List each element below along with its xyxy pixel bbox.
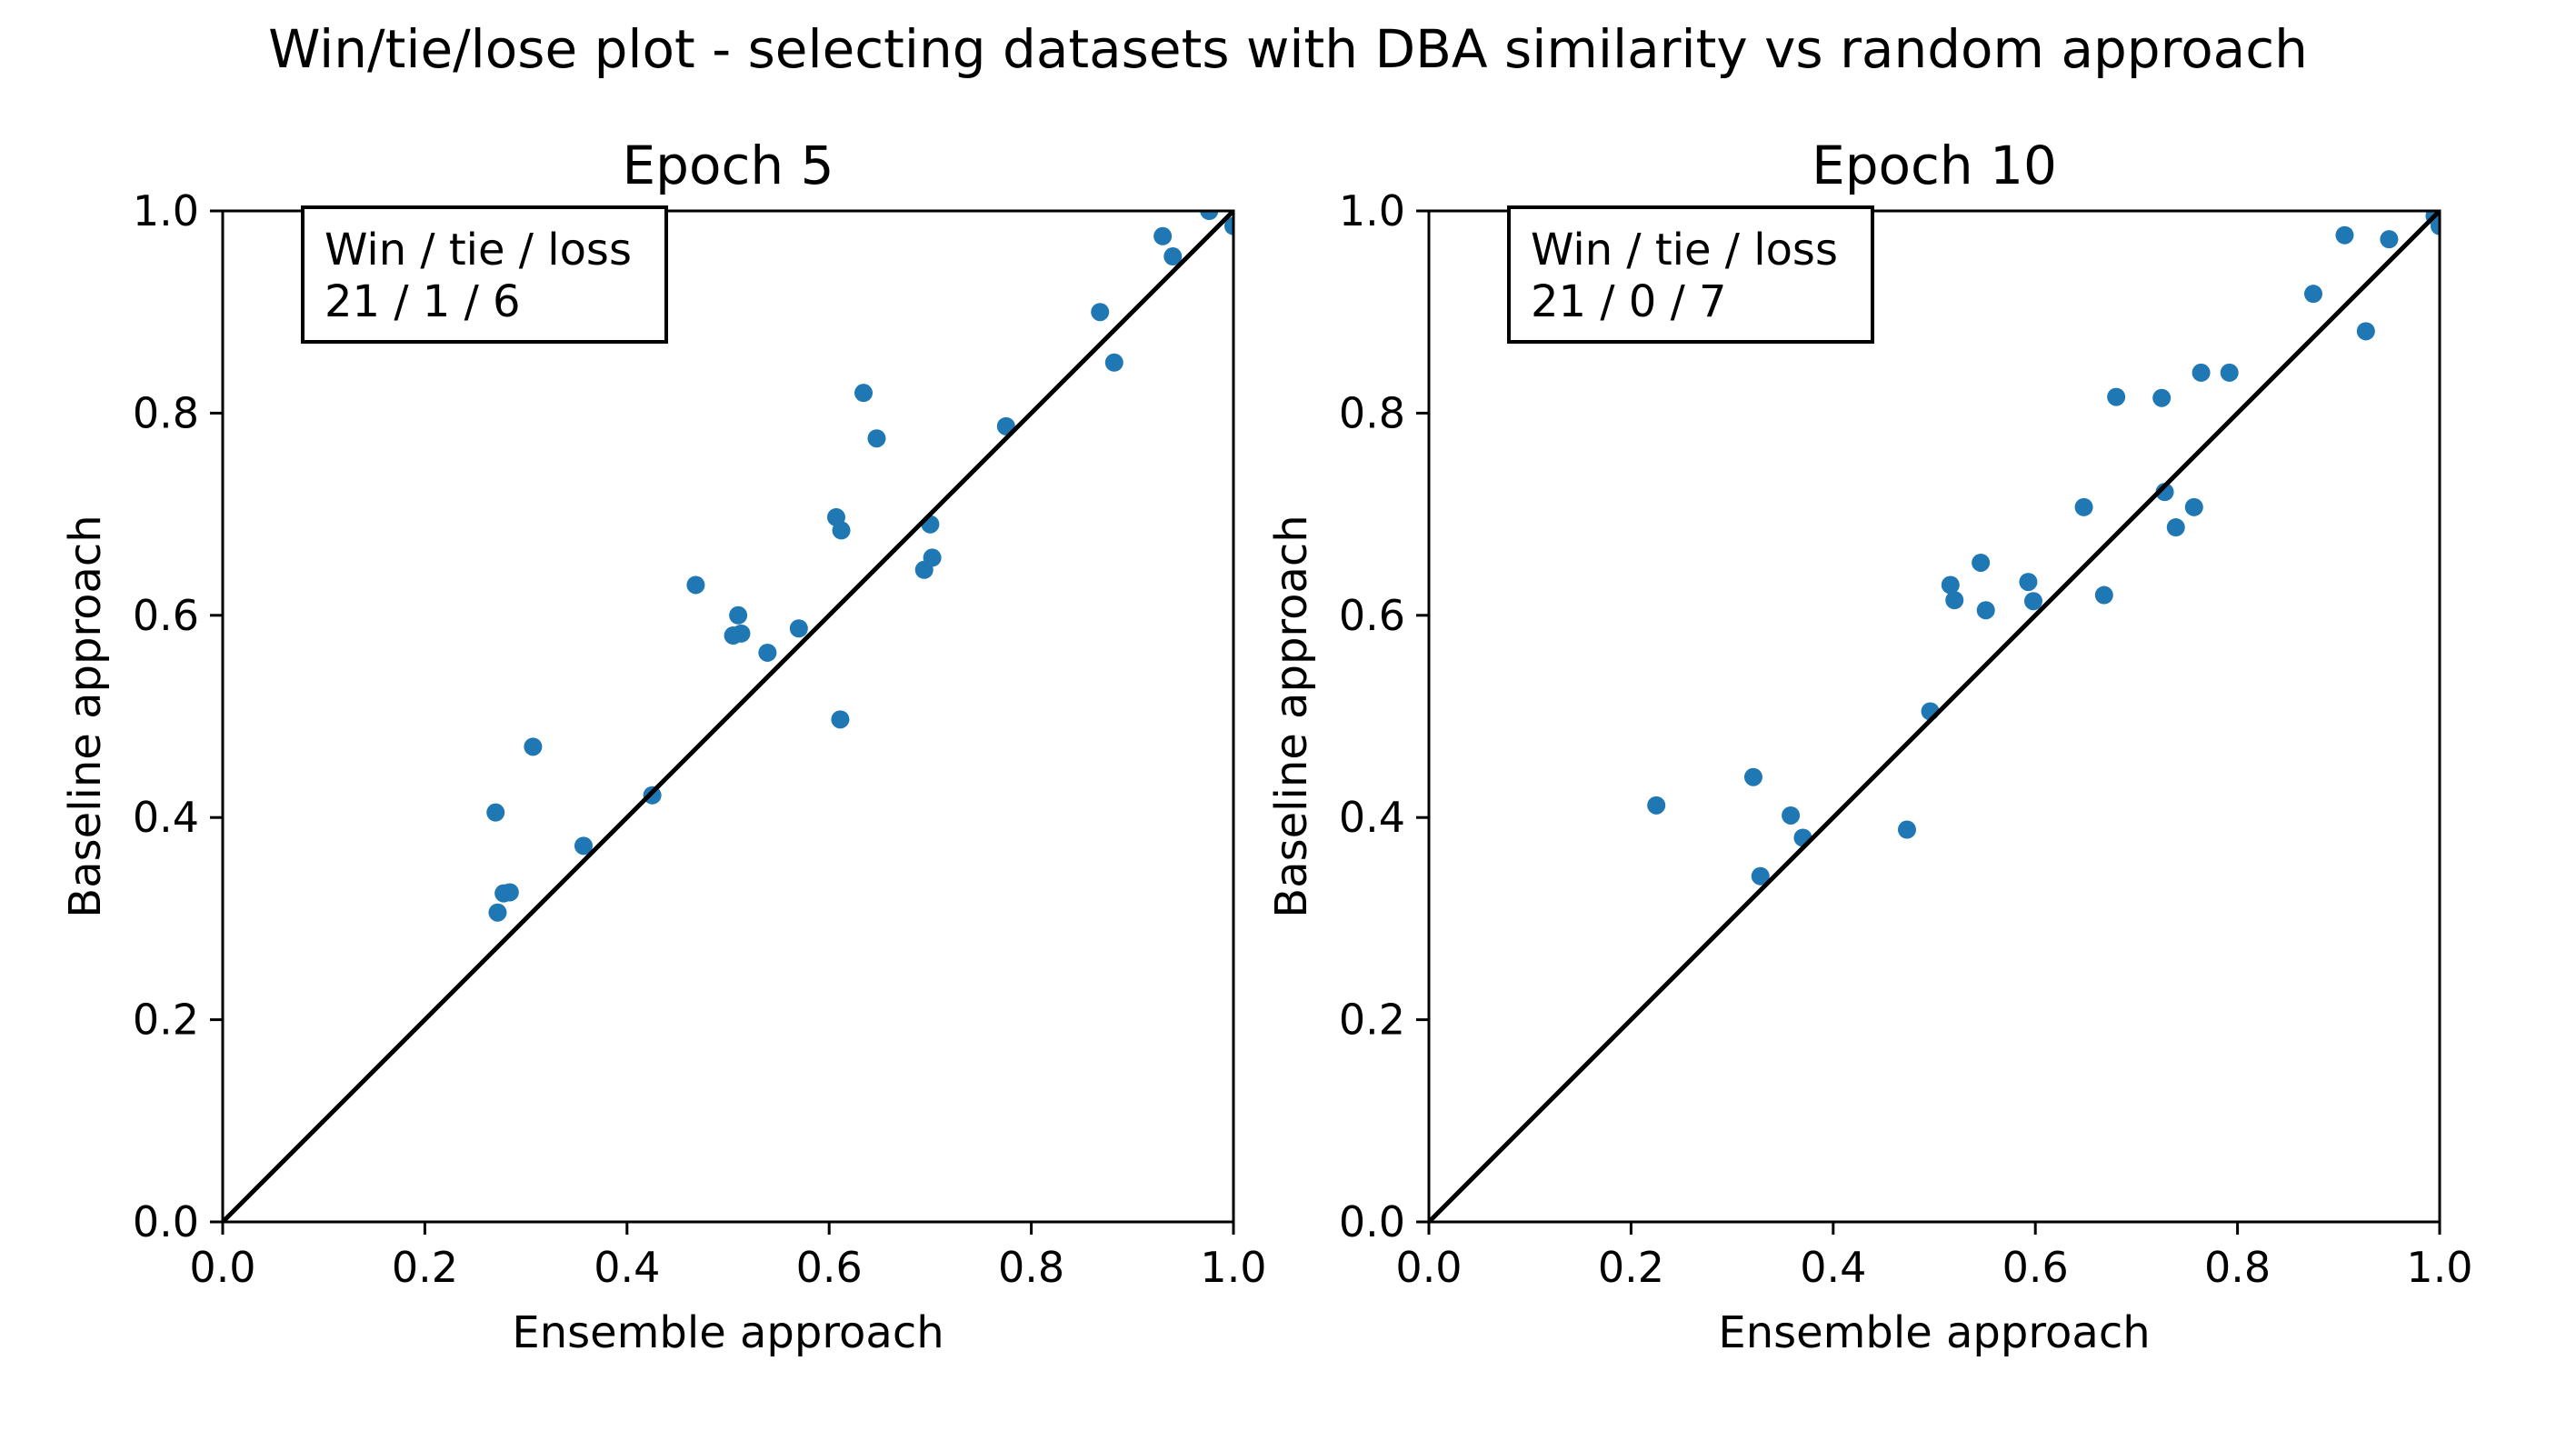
x-tick-label: 0.6 [796, 1243, 863, 1292]
data-point [2431, 216, 2440, 235]
x-tick-label: 1.0 [2406, 1243, 2472, 1292]
y-tick-label: 0.4 [1339, 793, 1405, 842]
data-point [2192, 363, 2211, 382]
x-tick-label: 0.8 [2204, 1243, 2271, 1292]
data-point [1897, 820, 1916, 839]
data-point [732, 624, 751, 643]
x-tick-label: 1.0 [1200, 1243, 1266, 1292]
data-point [789, 619, 808, 638]
x-tick-label: 0.2 [392, 1243, 458, 1292]
y-tick-label: 0.4 [133, 793, 199, 842]
plot-frame [1427, 209, 2441, 1224]
y-tick-label: 0.0 [133, 1197, 199, 1246]
data-point [1153, 226, 1173, 245]
y-tick-label: 0.6 [1339, 591, 1405, 640]
data-point [500, 883, 519, 902]
y-tick-label: 0.8 [133, 388, 199, 437]
panel-title: Epoch 10 [1812, 135, 2057, 196]
data-point [1091, 303, 1110, 322]
x-tick-label: 0.0 [189, 1243, 255, 1292]
data-point [1104, 353, 1123, 372]
data-point [2220, 363, 2239, 382]
x-axis-label: Ensemble approach [512, 1307, 944, 1358]
y-tick-label: 0.2 [1339, 996, 1405, 1045]
data-point [574, 836, 593, 856]
annotation-counts: 21 / 1 / 6 [324, 276, 521, 327]
panel-title: Epoch 5 [623, 135, 834, 196]
plot-area [223, 211, 1233, 1222]
annotation-box [301, 205, 668, 344]
data-point [2019, 573, 2038, 592]
data-point [1782, 806, 1801, 825]
data-point [2023, 592, 2042, 611]
x-tick-label: 0.2 [1598, 1243, 1664, 1292]
y-tick-label: 0.0 [1339, 1197, 1405, 1246]
x-tick-label: 0.4 [1800, 1243, 1866, 1292]
annotation-counts: 21 / 0 / 7 [1531, 276, 1727, 327]
data-point [2152, 388, 2172, 407]
plot-area [1429, 211, 2440, 1222]
data-point [1941, 575, 1960, 595]
data-point [1200, 211, 1219, 220]
data-point [729, 605, 748, 625]
figure-title: Win/tie/lose plot - selecting datasets w… [268, 18, 2308, 80]
data-point [1224, 216, 1233, 235]
y-tick-label: 0.6 [133, 591, 199, 640]
data-point [486, 803, 505, 822]
data-point [2094, 585, 2113, 605]
x-axis-label: Ensemble approach [1718, 1307, 2150, 1358]
data-point [854, 384, 874, 403]
data-point [2107, 387, 2126, 406]
y-tick-label: 1.0 [1339, 186, 1405, 235]
data-point [1972, 553, 1991, 572]
x-tick-label: 0.6 [2002, 1243, 2069, 1292]
annotation-title: Win / tie / loss [324, 225, 632, 275]
data-point [2380, 230, 2399, 249]
y-axis-label: Baseline approach [1266, 515, 1317, 917]
data-point [758, 643, 777, 662]
data-point [1163, 247, 1183, 266]
data-point [488, 903, 507, 922]
data-point [1751, 866, 1770, 886]
y-tick-label: 0.8 [1339, 388, 1405, 437]
data-point [686, 575, 705, 595]
data-point [923, 548, 942, 567]
data-point [2335, 225, 2354, 245]
chart-panel-1: Epoch 5 0.0 0.2 0.4 0.6 0.8 1.0 0.0 0.2 0.4 0.6 0.8… [60, 135, 1267, 1358]
diagonal-line [1429, 211, 2440, 1222]
data-point [1743, 767, 1762, 786]
data-point [2356, 322, 2375, 341]
data-point [524, 737, 543, 756]
y-tick-label: 0.2 [133, 996, 199, 1045]
data-point [832, 521, 851, 540]
data-point [2304, 285, 2322, 304]
data-point [2184, 497, 2203, 516]
data-point [831, 710, 850, 729]
x-tick-label: 0.0 [1395, 1243, 1462, 1292]
x-tick-label: 0.4 [594, 1243, 660, 1292]
x-tick-label: 0.8 [998, 1243, 1064, 1292]
data-point [2074, 497, 2093, 516]
data-point [1647, 796, 1666, 815]
plot-frame [221, 209, 1235, 1224]
diagonal-line [223, 211, 1233, 1222]
data-point [2166, 518, 2185, 537]
data-point [1945, 591, 1964, 610]
data-point [867, 429, 886, 448]
annotation-title: Win / tie / loss [1531, 225, 1838, 275]
annotation-box [1507, 205, 1874, 344]
data-point [1976, 601, 1995, 620]
y-axis-label: Baseline approach [60, 515, 111, 917]
chart-panel-2: Epoch 10 0.0 0.2 0.4 0.6 0.8 1.0 0.0 0.2 0.4 0.6 0.… [1266, 135, 2473, 1358]
y-tick-label: 1.0 [133, 186, 199, 235]
